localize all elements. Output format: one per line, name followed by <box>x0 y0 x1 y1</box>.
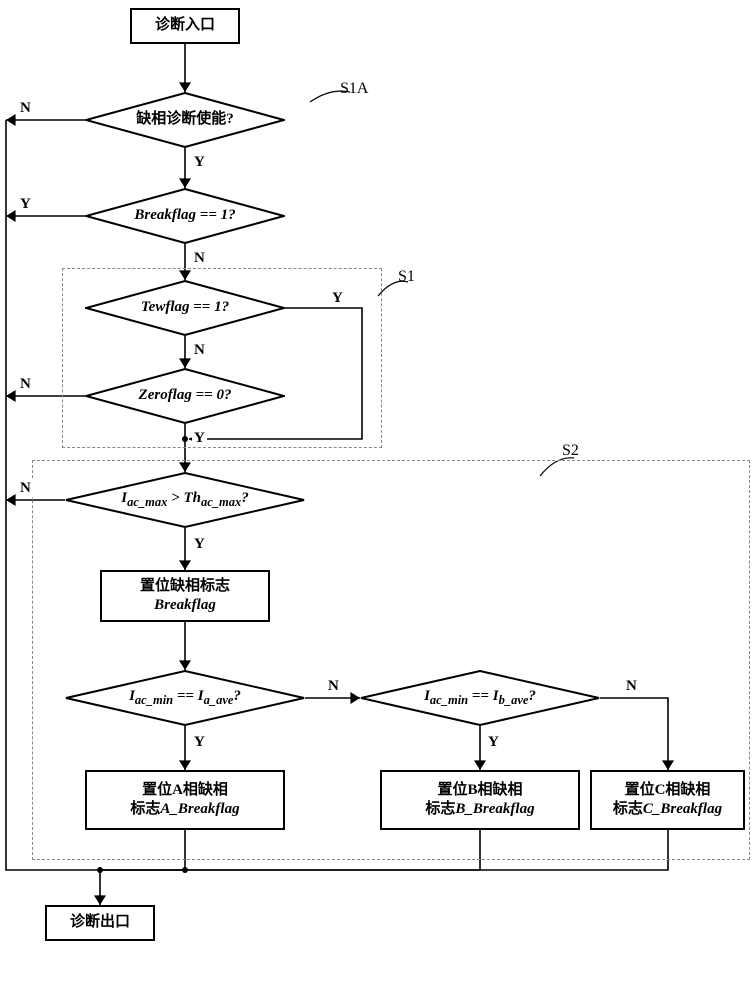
node-label-d_zero: Zeroflag == 0? <box>105 386 265 406</box>
node-p_a: 置位A相缺相标志A_Breakflag <box>85 770 285 830</box>
node-label-d_iacmax: Iac_max > Thac_max? <box>89 489 281 510</box>
node-d_break: Breakflag == 1? <box>85 188 285 244</box>
edge-label-e_break_y: Y <box>18 196 33 213</box>
node-d_tew: Tewflag == 1? <box>85 280 285 336</box>
section-label-s1a: S1A <box>340 80 368 98</box>
edge-label-e_zero_y: Y <box>192 430 207 447</box>
edge-label-e_tew_n: N <box>192 342 207 359</box>
node-d_iacmin_a: Iac_min == Ia_ave? <box>65 670 305 726</box>
node-p_setbreak: 置位缺相标志Breakflag <box>100 570 270 622</box>
node-label-p_b: 置位B相缺相标志B_Breakflag <box>425 781 534 820</box>
node-start: 诊断入口 <box>130 8 240 44</box>
node-label-p_setbreak: 置位缺相标志Breakflag <box>140 577 230 616</box>
node-label-d_tew: Tewflag == 1? <box>105 298 265 318</box>
node-end: 诊断出口 <box>45 905 155 941</box>
node-p_b: 置位B相缺相标志B_Breakflag <box>380 770 580 830</box>
node-label-d_break: Breakflag == 1? <box>105 206 265 226</box>
node-d_zero: Zeroflag == 0? <box>85 368 285 424</box>
node-label-end: 诊断出口 <box>70 913 130 933</box>
node-label-d_iacmin_b: Iac_min == Ib_ave? <box>384 687 576 708</box>
node-label-p_c: 置位C相缺相标志C_Breakflag <box>613 781 722 820</box>
edge-label-e_minb_n: N <box>624 678 639 695</box>
node-d_iacmax: Iac_max > Thac_max? <box>65 472 305 528</box>
node-label-d_iacmin_a: Iac_min == Ia_ave? <box>89 687 281 708</box>
node-d_iacmin_b: Iac_min == Ib_ave? <box>360 670 600 726</box>
section-label-s2: S2 <box>562 442 579 460</box>
edge-label-e_enable_n: N <box>18 100 33 117</box>
edge-label-e_enable_y: Y <box>192 154 207 171</box>
edge-label-e_iac_y: Y <box>192 536 207 553</box>
edge-label-e_tew_y: Y <box>330 290 345 307</box>
edge-label-e_break_n: N <box>192 250 207 267</box>
edge-label-e_mina_n: N <box>326 678 341 695</box>
node-label-d_enable: 缺相诊断使能? <box>105 110 265 130</box>
node-label-p_a: 置位A相缺相标志A_Breakflag <box>130 781 239 820</box>
edge-label-e_minb_y: Y <box>486 734 501 751</box>
edge-label-e_iac_n: N <box>18 480 33 497</box>
node-label-start: 诊断入口 <box>155 16 215 36</box>
edge-label-e_zero_n: N <box>18 376 33 393</box>
node-p_c: 置位C相缺相标志C_Breakflag <box>590 770 745 830</box>
section-label-s1: S1 <box>398 268 415 286</box>
node-d_enable: 缺相诊断使能? <box>85 92 285 148</box>
edge-label-e_mina_y: Y <box>192 734 207 751</box>
